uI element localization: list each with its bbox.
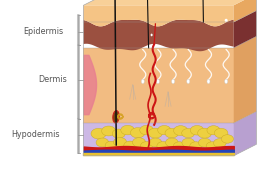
Circle shape: [173, 142, 185, 150]
Circle shape: [96, 138, 109, 147]
Circle shape: [158, 125, 171, 135]
Polygon shape: [83, 5, 234, 26]
Ellipse shape: [113, 111, 119, 123]
Circle shape: [124, 141, 136, 150]
Text: Dermis: Dermis: [38, 75, 67, 84]
Circle shape: [221, 135, 233, 143]
Circle shape: [132, 138, 146, 147]
Ellipse shape: [171, 79, 175, 84]
Ellipse shape: [207, 79, 210, 84]
Circle shape: [214, 128, 228, 138]
Circle shape: [182, 129, 195, 138]
Polygon shape: [234, 112, 256, 156]
Ellipse shape: [225, 19, 228, 22]
Circle shape: [121, 125, 134, 135]
Circle shape: [112, 129, 125, 138]
FancyBboxPatch shape: [77, 45, 79, 119]
Polygon shape: [83, 48, 234, 123]
Circle shape: [149, 138, 162, 147]
Circle shape: [105, 141, 117, 150]
Polygon shape: [234, 0, 256, 22]
Ellipse shape: [187, 79, 190, 84]
Circle shape: [206, 142, 218, 150]
Circle shape: [165, 128, 179, 138]
Circle shape: [207, 126, 220, 135]
Circle shape: [140, 125, 153, 135]
Polygon shape: [234, 11, 256, 48]
Text: Epidermis: Epidermis: [23, 27, 63, 36]
Polygon shape: [234, 36, 256, 123]
Text: Hypodermis: Hypodermis: [11, 130, 59, 139]
Circle shape: [198, 138, 211, 147]
Circle shape: [198, 128, 212, 138]
FancyBboxPatch shape: [77, 118, 79, 153]
Circle shape: [166, 138, 178, 147]
Circle shape: [190, 142, 202, 150]
Circle shape: [157, 142, 169, 150]
Ellipse shape: [225, 79, 228, 84]
Circle shape: [148, 128, 162, 138]
Circle shape: [213, 139, 226, 147]
Circle shape: [113, 138, 127, 147]
Circle shape: [182, 138, 195, 147]
Circle shape: [102, 126, 116, 136]
Ellipse shape: [151, 34, 153, 36]
Circle shape: [130, 128, 145, 138]
FancyBboxPatch shape: [83, 123, 234, 156]
Circle shape: [140, 142, 153, 150]
Ellipse shape: [141, 79, 144, 84]
Circle shape: [91, 128, 106, 139]
Polygon shape: [83, 20, 234, 51]
FancyBboxPatch shape: [77, 15, 79, 45]
Polygon shape: [83, 0, 256, 5]
Circle shape: [174, 126, 188, 136]
Ellipse shape: [156, 79, 160, 84]
Circle shape: [190, 125, 204, 135]
